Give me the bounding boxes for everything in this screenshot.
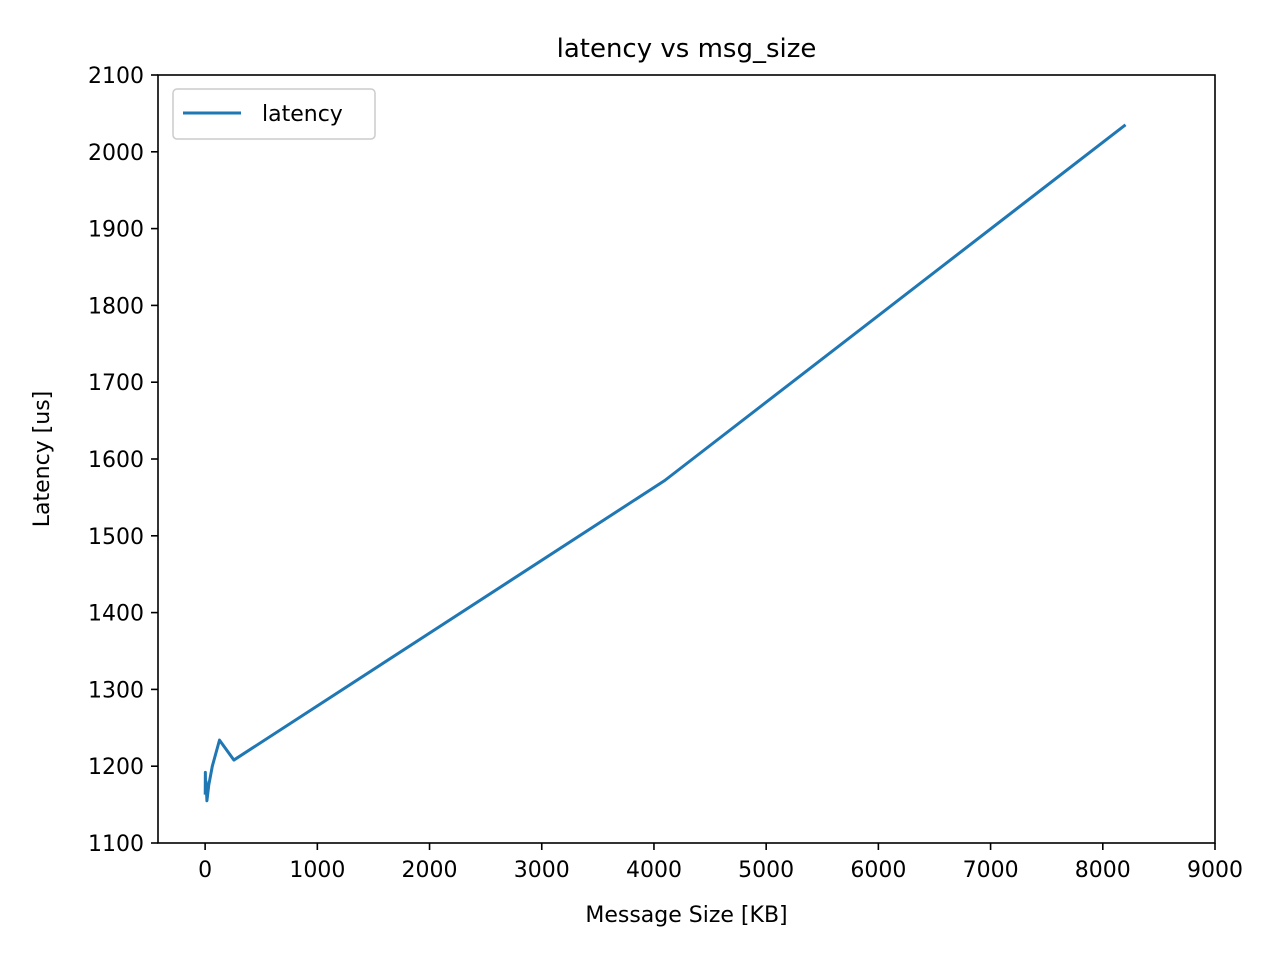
x-tick-label: 0 [198,858,212,883]
legend-box [172,88,376,140]
y-tick-label: 1300 [88,678,144,703]
x-tick-label: 1000 [289,858,345,883]
y-tick-label: 1100 [88,832,144,857]
legend-label-latency: latency [262,102,343,127]
x-tick-label: 2000 [402,858,458,883]
x-tick-label: 4000 [626,858,682,883]
legend: latency [172,88,376,140]
y-tick-label: 1700 [88,371,144,396]
x-tick-label: 6000 [850,858,906,883]
series-line-latency [203,123,1127,803]
y-tick-label: 1200 [88,755,144,780]
plot-frame [157,74,1216,844]
x-tick-label: 5000 [738,858,794,883]
x-tick-label: 8000 [1075,858,1131,883]
y-tick-label: 1800 [88,294,144,319]
y-tick-label: 2100 [88,64,144,89]
x-axis: 0 1000 2000 3000 4000 5000 6000 7000 8000 9000 [198,843,1243,883]
series-layer [203,123,1127,803]
y-tick-label: 1400 [88,602,144,627]
y-tick-label: 1900 [88,218,144,243]
chart-title: latency vs msg_size [557,34,817,64]
x-tick-label: 9000 [1187,858,1243,883]
plot-area [157,74,1216,844]
x-tick-label: 3000 [514,858,570,883]
y-tick-label: 2000 [88,141,144,166]
x-axis-title: Message Size [KB] [585,903,787,928]
x-tick-label: 7000 [963,858,1019,883]
y-tick-label: 1500 [88,525,144,550]
y-axis: 1100 1200 1300 1400 1500 1600 1700 1800 1900 2000… [88,64,158,857]
y-tick-label: 1600 [88,448,144,473]
y-axis-title: Latency [us] [30,391,55,528]
